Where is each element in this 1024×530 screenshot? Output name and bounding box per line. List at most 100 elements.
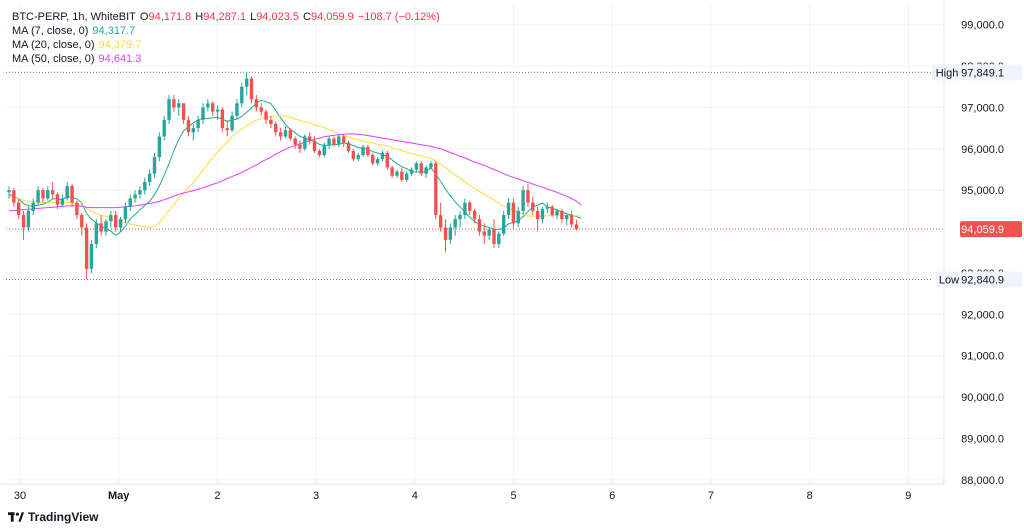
candle-body xyxy=(293,138,297,145)
candle-body xyxy=(332,138,336,145)
candle-body xyxy=(526,190,530,203)
candle-body xyxy=(458,215,462,220)
candle-body xyxy=(196,119,200,129)
candle-body xyxy=(89,244,94,269)
candle-body xyxy=(565,215,569,220)
grid-lines xyxy=(0,0,945,485)
symbol-ohlc-row[interactable]: BTC-PERP, 1h, WhiteBIT O 94,171.8 H 94,287… xyxy=(12,10,440,24)
ma50-value: 94,641.3 xyxy=(98,53,142,65)
candle-body xyxy=(109,215,113,222)
candlesticks xyxy=(7,72,579,280)
ma7-value: 94,317.7 xyxy=(92,25,136,37)
close-label: C xyxy=(303,11,311,23)
low-value: 94,023.5 xyxy=(256,11,300,23)
time-tick-label: 5 xyxy=(510,490,516,502)
price-axis[interactable]: 99,000.098,000.097,000.096,000.095,000.0… xyxy=(932,20,1022,487)
indicator-ma50[interactable]: MA (50, close, 0) 94,641.3 xyxy=(12,52,440,66)
candle-body xyxy=(380,152,385,160)
candle-body xyxy=(157,136,162,158)
candle-body xyxy=(278,132,283,137)
candle-body xyxy=(511,202,516,224)
candle-body xyxy=(211,103,215,112)
time-tick-label: May xyxy=(108,490,130,502)
price-tick-label: 95,000.0 xyxy=(961,185,1004,197)
change-value: −108.7 (−0.12%) xyxy=(357,11,440,23)
candle-body xyxy=(375,159,380,164)
candle-body xyxy=(540,208,545,220)
candle-body xyxy=(104,221,108,232)
candle-body xyxy=(419,163,423,174)
candle-body xyxy=(569,215,574,225)
last-price-badge xyxy=(960,221,1022,238)
candle-body xyxy=(162,119,166,137)
candle-body xyxy=(516,210,520,224)
candle-body xyxy=(220,109,225,129)
candle-body xyxy=(395,171,399,176)
candle-body xyxy=(114,215,118,228)
candle-body xyxy=(94,223,98,244)
candle-body xyxy=(443,227,448,240)
candle-body xyxy=(240,86,244,104)
candle-body xyxy=(361,146,365,156)
low-label-text: Low xyxy=(939,275,959,287)
candle-body xyxy=(235,103,239,116)
candle-body xyxy=(46,190,50,199)
candle-body xyxy=(400,171,404,180)
time-axis[interactable]: 30 May 2 3 4 5 6 7 8 9 xyxy=(14,490,912,502)
low-label: L xyxy=(250,11,257,23)
candle-body xyxy=(244,78,249,87)
symbol-info[interactable]: BTC-PERP, 1h, WhiteBIT xyxy=(12,11,136,23)
ma20-line xyxy=(8,115,582,228)
price-tick-label: 99,000.0 xyxy=(961,20,1004,32)
indicator-ma7[interactable]: MA (7, close, 0) 94,317.7 xyxy=(12,24,440,38)
candle-body xyxy=(201,107,205,120)
candle-body xyxy=(453,219,457,228)
candle-body xyxy=(405,173,409,180)
candle-body xyxy=(60,198,65,205)
candle-body xyxy=(7,190,11,193)
price-tick-label: 92,000.0 xyxy=(961,309,1004,321)
candle-body xyxy=(70,186,74,203)
candle-body xyxy=(448,227,453,240)
low-value-text: 92,840.9 xyxy=(961,275,1004,287)
moving-averages xyxy=(8,99,582,236)
candle-body xyxy=(31,202,35,211)
candle-body xyxy=(172,99,176,108)
candle-body xyxy=(327,138,331,145)
ma20-value: 94,379.7 xyxy=(98,39,142,51)
candle-body xyxy=(75,202,79,216)
candle-body xyxy=(560,210,564,220)
price-tick-label: 97,000.0 xyxy=(961,102,1004,114)
candle-body xyxy=(312,140,317,151)
tradingview-attribution[interactable]: TradingView xyxy=(8,510,98,524)
candle-body xyxy=(574,224,579,230)
open-label: O xyxy=(139,11,149,23)
tradingview-logo-icon xyxy=(8,512,24,522)
time-tick-label: 4 xyxy=(412,490,418,502)
price-tick-label: 90,000.0 xyxy=(961,392,1004,404)
candle-body xyxy=(356,155,360,160)
indicator-ma20[interactable]: MA (20, close, 0) 94,379.7 xyxy=(12,38,440,52)
candle-body xyxy=(167,99,171,120)
ma7-label: MA (7, close, 0) xyxy=(12,25,89,37)
candle-body xyxy=(477,219,482,232)
attribution-text: TradingView xyxy=(28,510,99,524)
time-tick-label: 7 xyxy=(708,490,714,502)
candle-body xyxy=(482,231,486,236)
candle-body xyxy=(50,190,55,195)
candle-body xyxy=(346,142,351,151)
candle-body xyxy=(317,150,322,156)
candle-body xyxy=(531,202,535,211)
last-price-text: 94,059.9 xyxy=(961,224,1004,236)
low-label-badge xyxy=(936,271,962,288)
candle-body xyxy=(371,155,375,164)
candle-body xyxy=(385,152,389,168)
candle-body xyxy=(298,144,302,149)
candle-body xyxy=(133,194,137,199)
candle-body xyxy=(128,198,132,207)
candle-body xyxy=(463,202,467,216)
candle-body xyxy=(147,173,152,182)
candle-body xyxy=(341,136,346,143)
